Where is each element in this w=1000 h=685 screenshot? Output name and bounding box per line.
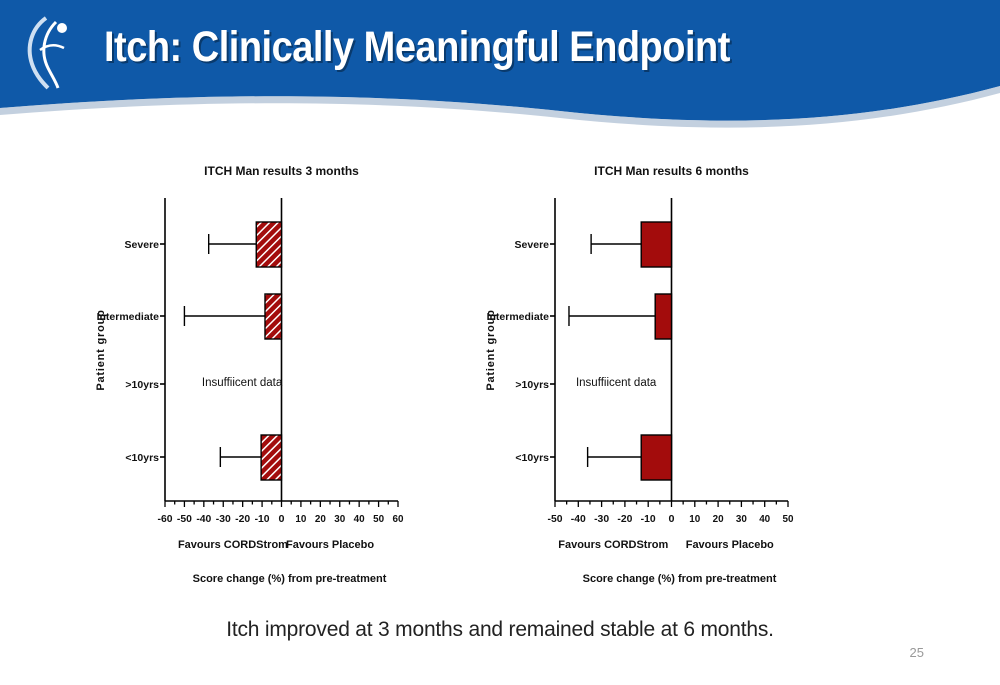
y-tick-label: Severe (515, 239, 550, 251)
bar (640, 221, 673, 268)
title-banner (0, 0, 1000, 130)
x-tick-label: 20 (713, 514, 724, 525)
logo-icon (27, 16, 67, 90)
banner-wave (0, 0, 1000, 128)
insufficient-data-label: Insuffiicent data (202, 377, 283, 389)
y-tick-label: <10yrs (515, 452, 549, 464)
x-tick-label: -30 (594, 514, 609, 525)
slide-title: Itch: Clinically Meaningful Endpoint (104, 24, 730, 72)
x-axis-label: Score change (%) from pre-treatment (193, 573, 387, 585)
y-tick-label: Intermediate (97, 311, 160, 323)
x-tick-label: 60 (393, 514, 404, 525)
chart-title: ITCH Man results 6 months (594, 164, 749, 178)
x-tick-label: -20 (235, 514, 250, 525)
x-tick-label: 30 (736, 514, 747, 525)
x-axis-label: Score change (%) from pre-treatment (583, 573, 777, 585)
favours-cordstrom-label: Favours CORDStrom (558, 539, 668, 551)
x-tick-label: 0 (669, 514, 675, 525)
x-tick-label: 10 (689, 514, 700, 525)
y-axis-label: Patient group (95, 309, 107, 390)
y-tick-label: >10yrs (125, 379, 159, 391)
x-tick-label: 50 (783, 514, 794, 525)
bar (260, 434, 283, 481)
slide-caption: Itch improved at 3 months and remained s… (226, 618, 774, 641)
y-tick-label: Severe (125, 239, 160, 251)
bar (255, 221, 283, 268)
x-tick-label: -50 (177, 514, 192, 525)
x-tick-label: -40 (196, 514, 211, 525)
favours-cordstrom-label: Favours CORDStrom (178, 539, 288, 551)
x-tick-label: 20 (315, 514, 326, 525)
chart-title: ITCH Man results 3 months (204, 164, 359, 178)
bar (264, 293, 283, 340)
y-tick-label: Intermediate (487, 311, 550, 323)
x-tick-label: -60 (158, 514, 173, 525)
itch-6-months-chart: ITCH Man results 6 months Patient group -5… (480, 155, 860, 595)
x-tick-label: -40 (571, 514, 586, 525)
x-tick-label: -50 (548, 514, 563, 525)
itch-3-months-chart: ITCH Man results 3 months Patient group -6… (90, 155, 470, 595)
x-tick-label: 40 (759, 514, 770, 525)
x-tick-label: 30 (334, 514, 345, 525)
insufficient-data-label: Insuffiicent data (576, 377, 657, 389)
favours-placebo-label: Favours Placebo (686, 539, 774, 551)
x-tick-label: -10 (255, 514, 270, 525)
slide-number: 25 (909, 645, 924, 660)
y-tick-label: >10yrs (515, 379, 549, 391)
x-tick-label: -10 (641, 514, 656, 525)
x-tick-label: -30 (216, 514, 231, 525)
chart-svg: ITCH Man results 3 months Patient group -6… (95, 164, 404, 585)
x-tick-label: 40 (354, 514, 365, 525)
chart-svg: ITCH Man results 6 months Patient group -5… (485, 164, 794, 585)
x-tick-label: 0 (279, 514, 285, 525)
favours-placebo-label: Favours Placebo (286, 539, 374, 551)
x-tick-label: 50 (373, 514, 384, 525)
x-tick-label: -20 (617, 514, 632, 525)
x-tick-label: 10 (295, 514, 306, 525)
bar (654, 293, 673, 340)
y-axis-label: Patient group (485, 309, 497, 390)
y-tick-label: <10yrs (125, 452, 159, 464)
bar (640, 434, 673, 481)
